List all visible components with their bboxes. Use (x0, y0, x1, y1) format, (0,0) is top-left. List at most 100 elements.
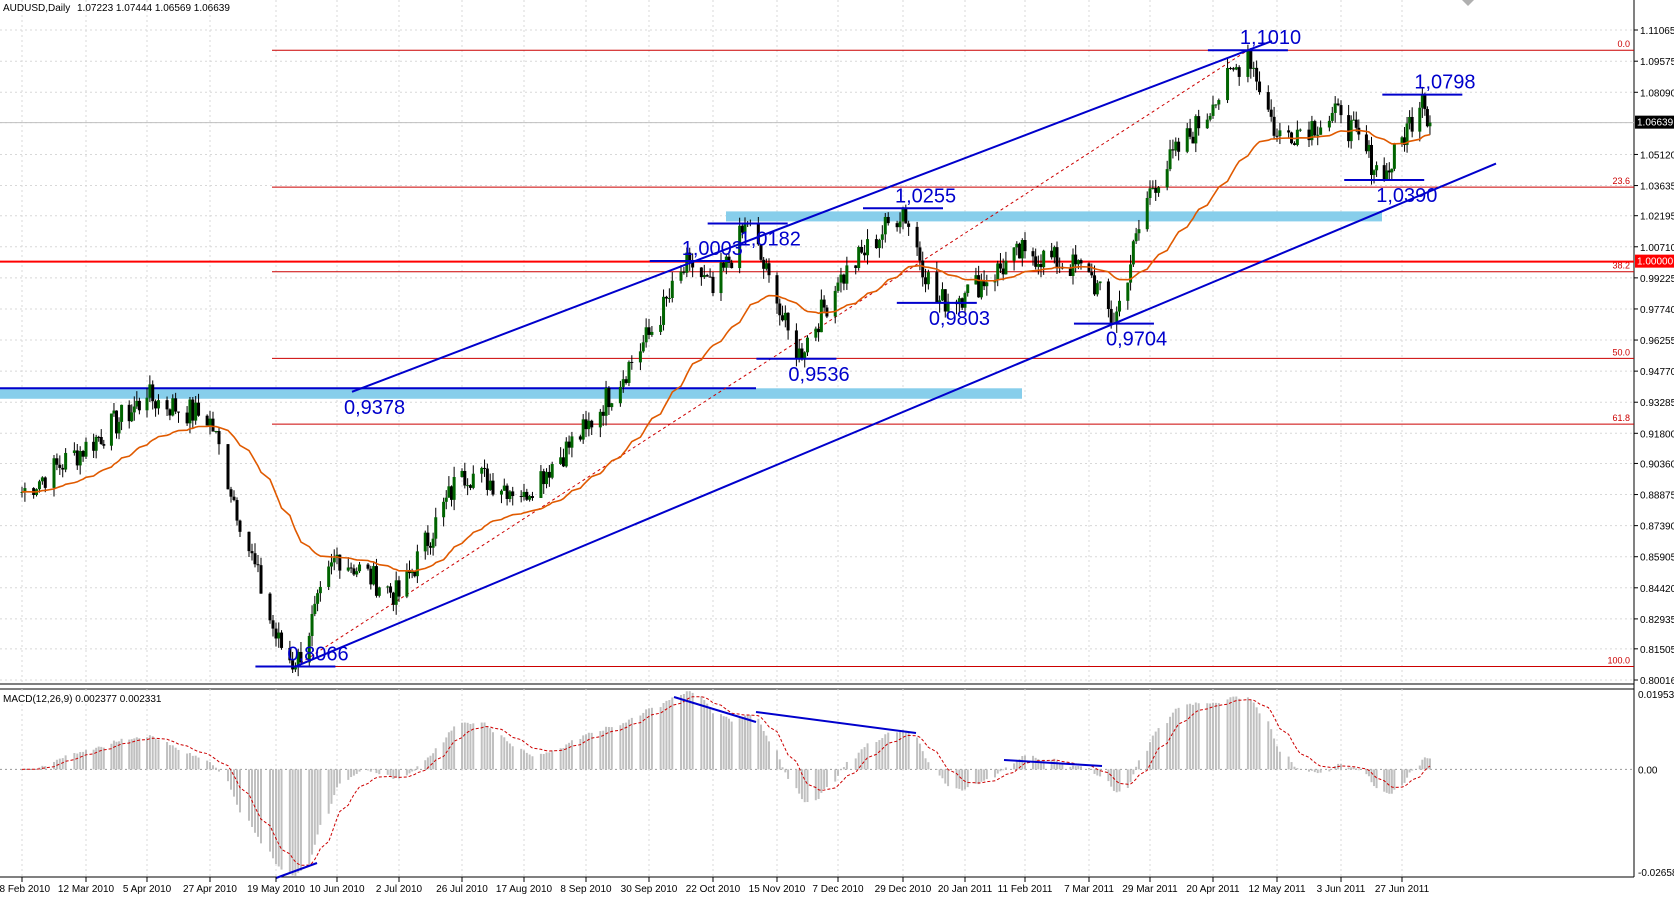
candle-body (836, 282, 840, 291)
candle-body (1392, 144, 1396, 169)
candle-body (1339, 105, 1343, 116)
candle-body (1319, 127, 1323, 135)
candle-body (664, 296, 668, 299)
trend-lines (295, 40, 1497, 668)
candle-body (410, 571, 414, 574)
candle-body (904, 208, 908, 224)
candle-body (547, 471, 551, 478)
candle-body (1148, 188, 1152, 198)
candle-body (127, 404, 131, 422)
candle-body (1185, 128, 1189, 152)
candle-body (542, 471, 546, 485)
candle-body (1134, 233, 1138, 242)
candle-body (191, 399, 195, 421)
candle-body (1418, 107, 1422, 132)
price-annotation-label: 0,9704 (1106, 329, 1167, 351)
candle-body (1372, 170, 1376, 175)
candle-body (901, 208, 905, 222)
candle-body (522, 491, 526, 497)
candle-body (197, 402, 201, 416)
candle-body (1208, 115, 1212, 120)
candle-body (505, 485, 509, 499)
candle-body (1272, 116, 1276, 136)
candle-body (75, 450, 79, 466)
candles (20, 44, 1432, 677)
macd-divergence-line (1003, 759, 1103, 767)
candle-body (154, 401, 158, 409)
candle-body (938, 300, 942, 303)
chart-shift-icon[interactable] (1462, 0, 1474, 6)
candle-body (442, 501, 446, 518)
current-price-label: 1.06639 (1637, 118, 1674, 129)
candle-body (332, 558, 336, 563)
time-axis-label: 20 Jan 2011 (938, 884, 993, 895)
candle-body (72, 450, 76, 453)
candle-body (702, 275, 706, 278)
candle-body (1370, 144, 1373, 175)
candle-body (94, 436, 98, 451)
candle-body (310, 613, 314, 636)
candle-body (924, 277, 928, 285)
candle-body (346, 567, 350, 571)
candle-body (1174, 141, 1178, 151)
time-axis-label: 10 Jun 2010 (309, 884, 364, 895)
candle-body (405, 569, 409, 597)
candle-body (415, 551, 419, 577)
candle-body (705, 275, 709, 277)
candle-body (1428, 122, 1432, 127)
candle-body (1295, 129, 1299, 145)
candle-body (740, 225, 744, 233)
candle-body (318, 586, 322, 594)
candle-body (171, 398, 175, 416)
candle-body (624, 379, 628, 383)
price-annotation-label: 1,0182 (740, 229, 801, 251)
candle-body (259, 565, 263, 594)
candle-body (918, 247, 922, 261)
time-axis-label: 17 Aug 2010 (496, 884, 553, 895)
candle-body (102, 444, 106, 446)
candle-body (883, 216, 887, 235)
candle-body (229, 489, 233, 497)
candle-body (519, 496, 523, 498)
price-axis-label: 0.80016 (1640, 676, 1674, 687)
candle-body (1375, 165, 1379, 171)
candle-body (296, 651, 300, 667)
time-axis-label: 29 Dec 2010 (875, 884, 932, 895)
candle-body (621, 379, 625, 387)
candle-body (587, 420, 591, 430)
candle-body (274, 628, 278, 639)
candle-body (499, 490, 503, 495)
candle-body (358, 564, 362, 572)
candle-body (1052, 247, 1056, 258)
price-axis-label: 0.91800 (1640, 429, 1674, 440)
time-axis-label: 20 Apr 2011 (1186, 884, 1240, 895)
candle-body (604, 387, 608, 416)
price-axis-label: 0.84420 (1640, 584, 1674, 595)
candle-body (1287, 130, 1291, 133)
candle-body (767, 263, 771, 276)
candle-body (389, 586, 393, 593)
candle-body (1055, 247, 1059, 269)
candle-body (1352, 119, 1356, 121)
candle-body (996, 263, 1000, 280)
candle-body (581, 419, 585, 440)
macd-title: MACD(12,26,9) 0.002377 0.002331 (3, 694, 162, 705)
price-axis-label: 0.96255 (1640, 336, 1674, 347)
candle-body (81, 451, 85, 457)
candle-body (288, 647, 292, 661)
candle-body (1382, 165, 1386, 180)
candle-body (135, 400, 139, 407)
candle-body (1292, 143, 1296, 145)
candle-body (391, 592, 395, 605)
main-plot-area (0, 0, 1634, 684)
candle-body (508, 491, 512, 499)
price-axis-label: 0.87390 (1640, 522, 1674, 533)
candle-body (1354, 119, 1358, 128)
fib-level-label: 23.6 (1612, 176, 1630, 186)
candle-body (1313, 121, 1317, 136)
candle-body (386, 586, 390, 588)
candle-body (550, 464, 554, 478)
fib-level-label: 61.8 (1612, 413, 1630, 423)
candle-body (194, 402, 198, 421)
candle-body (211, 418, 215, 432)
